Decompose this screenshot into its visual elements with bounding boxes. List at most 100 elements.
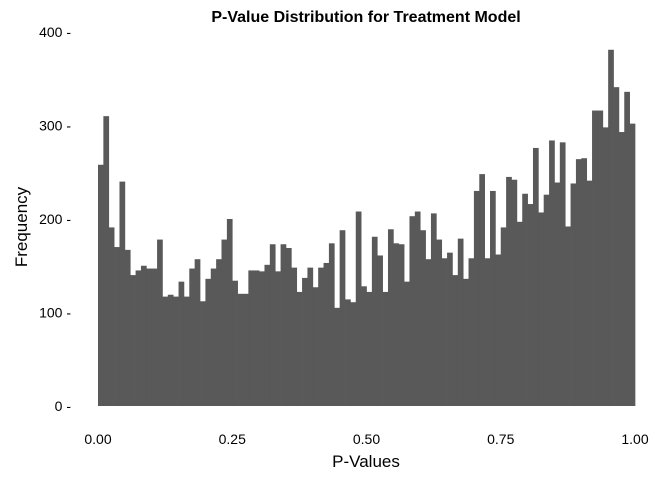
histogram-bar	[479, 174, 485, 406]
histogram-bar	[151, 268, 158, 406]
histogram-bar	[318, 267, 324, 406]
histogram-bar	[506, 176, 512, 406]
histogram-bar	[441, 258, 448, 406]
x-axis-title: P-Values	[332, 452, 400, 471]
y-axis-title: Frequency	[12, 186, 31, 267]
histogram-bar	[334, 307, 340, 406]
histogram-bar	[119, 181, 126, 406]
histogram-bar	[597, 110, 604, 406]
histogram-bar	[559, 142, 566, 406]
histogram-bar	[157, 239, 163, 406]
histogram-bar	[371, 236, 378, 406]
histogram-bar	[581, 158, 588, 406]
histogram-bar	[624, 91, 630, 406]
histogram-bar	[468, 258, 475, 406]
histogram-bar	[516, 221, 523, 406]
histogram-bar	[221, 239, 228, 406]
histogram-bar	[200, 301, 206, 406]
histogram-bar	[361, 286, 367, 406]
histogram-bar	[140, 265, 147, 406]
histogram-bar	[339, 230, 346, 406]
histogram-bar	[167, 294, 174, 406]
histogram-bar	[355, 211, 362, 406]
histogram-bar	[554, 182, 561, 406]
histogram-bar	[377, 255, 383, 406]
y-tick-label: 0 -	[55, 398, 72, 414]
histogram-bar	[457, 238, 464, 406]
histogram-bar	[484, 258, 491, 406]
x-tick-label: 0.50	[353, 431, 380, 447]
histogram-bar	[302, 277, 308, 406]
y-tick-label: 100 -	[39, 305, 71, 321]
histogram-bar	[124, 249, 131, 406]
histogram-bar	[586, 180, 593, 406]
histogram-bar	[280, 244, 287, 406]
histogram-bar	[242, 293, 249, 406]
histogram-bar	[205, 278, 212, 406]
y-tick-label: 200 -	[39, 211, 71, 227]
histogram-bar	[430, 213, 437, 406]
histogram-bar	[543, 194, 550, 406]
histogram-bar	[253, 270, 260, 406]
histogram-bar	[296, 291, 303, 406]
x-axis: 0.00 0.25 0.50 0.75 1.00	[84, 431, 648, 447]
histogram-bar	[538, 212, 545, 406]
histogram-bar	[232, 280, 238, 406]
x-tick-label: 0.25	[219, 431, 246, 447]
histogram-bar	[178, 281, 185, 406]
histogram-bar	[98, 164, 104, 406]
histogram-bar	[269, 244, 276, 406]
histogram-bar	[226, 219, 233, 406]
y-tick-label: 300 -	[39, 118, 71, 134]
histogram-bar	[328, 243, 335, 406]
histogram-bar	[629, 123, 636, 406]
histogram-bar	[108, 227, 115, 406]
histogram-bar	[393, 243, 400, 406]
histogram-bar	[602, 127, 609, 407]
histogram-bar	[447, 252, 453, 406]
histogram-bar	[350, 302, 357, 406]
histogram-bar	[189, 268, 196, 406]
x-tick-label: 0.00	[84, 431, 111, 447]
histogram-bar	[237, 293, 244, 406]
histogram-bar	[473, 190, 480, 406]
histogram-bar	[409, 216, 416, 406]
histogram-bar	[275, 271, 281, 406]
bars-group	[98, 49, 636, 407]
y-axis: 0 - 100 - 200 - 300 - 400 -	[39, 24, 71, 414]
histogram-bar	[490, 190, 496, 406]
chart-title: P-Value Distribution for Treatment Model	[211, 9, 520, 26]
histogram-bar	[511, 179, 518, 406]
histogram-bar	[575, 159, 582, 406]
histogram-bar	[103, 116, 110, 407]
histogram-bar	[312, 287, 319, 406]
histogram-bar	[146, 268, 153, 406]
histogram-bar	[382, 291, 389, 406]
histogram-bar	[425, 259, 432, 406]
histogram-bar	[387, 229, 394, 406]
histogram-bar	[452, 275, 459, 406]
histogram-bar	[565, 226, 571, 406]
histogram-bar	[398, 244, 405, 406]
histogram-bar	[608, 49, 614, 406]
histogram-bar	[307, 267, 314, 406]
histogram-bar	[130, 275, 136, 406]
histogram-bar	[183, 296, 190, 406]
y-tick-label: 400 -	[39, 24, 71, 40]
histogram-bar	[500, 227, 507, 406]
histogram-bar	[210, 268, 217, 406]
histogram-bar	[414, 211, 421, 406]
histogram-bar	[173, 296, 179, 406]
histogram-bar	[495, 254, 502, 406]
histogram-bar	[366, 291, 373, 406]
histogram-bar	[114, 247, 120, 406]
histogram-bar	[436, 239, 443, 406]
histogram-bar	[570, 183, 577, 406]
histogram-bar	[345, 299, 351, 406]
x-tick-label: 0.75	[487, 431, 514, 447]
histogram-bar	[285, 247, 292, 406]
histogram-bar	[618, 132, 625, 407]
histogram-bar	[527, 204, 534, 406]
